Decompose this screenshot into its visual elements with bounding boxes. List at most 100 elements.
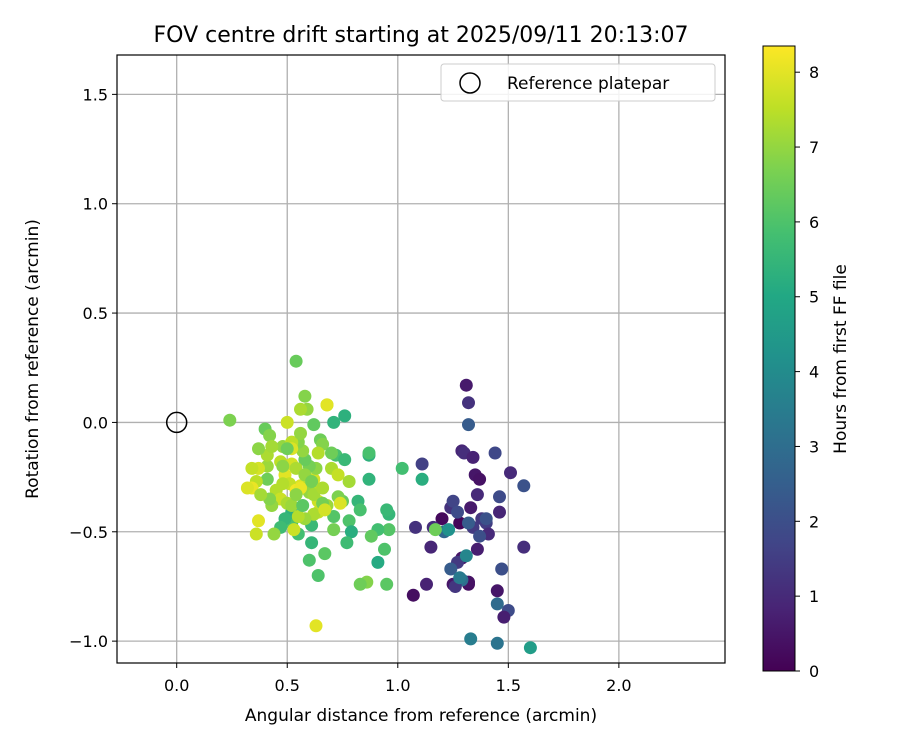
data-point [276, 477, 290, 491]
data-point [517, 540, 531, 554]
data-point [342, 475, 356, 488]
colorbar-tick-label: 8 [809, 63, 819, 82]
x-tick-label: 1.5 [496, 676, 521, 695]
plot-area [117, 55, 725, 663]
data-point [311, 446, 325, 460]
data-point [490, 636, 504, 650]
data-point [420, 577, 433, 591]
data-point [464, 632, 478, 646]
data-point [338, 409, 352, 423]
data-point [504, 466, 517, 480]
plot-frame [116, 54, 726, 664]
data-point [318, 547, 332, 561]
data-point [362, 446, 376, 460]
colorbar-tick-label: 2 [809, 512, 819, 531]
y-tick-label: 0.5 [83, 304, 108, 323]
x-tick-label: 0.0 [164, 676, 189, 695]
data-point [289, 488, 303, 502]
grid-lines [117, 55, 725, 663]
data-point [479, 512, 493, 526]
data-point [327, 523, 341, 537]
data-point [497, 610, 511, 624]
data-point [462, 418, 475, 432]
data-point [462, 396, 475, 410]
data-point [302, 553, 316, 567]
data-point [493, 505, 506, 519]
data-point [223, 413, 237, 427]
x-tick-label: 1.0 [385, 676, 410, 695]
data-point [428, 523, 442, 537]
y-tick-label: −1.0 [69, 632, 108, 651]
data-point [488, 446, 502, 460]
data-point [260, 472, 274, 486]
data-point [327, 510, 341, 523]
data-point [353, 577, 367, 591]
data-point [415, 457, 429, 471]
data-point [263, 429, 277, 442]
data-point [382, 523, 396, 537]
data-point [464, 501, 478, 515]
data-point [459, 549, 473, 563]
data-point [493, 490, 506, 504]
data-point [249, 527, 263, 541]
colorbar-tick-label: 4 [809, 363, 819, 382]
data-point [446, 494, 460, 508]
data-point [340, 536, 354, 550]
data-point [289, 354, 303, 368]
data-point [490, 597, 504, 611]
data-point [305, 475, 319, 488]
y-axis-label: Rotation from reference (arcmin) [23, 219, 43, 499]
legend-box [440, 63, 716, 102]
data-point [245, 461, 259, 475]
data-point [444, 562, 458, 576]
colorbar-ticks: 0 1 2 3 4 5 6 7 8 [795, 63, 819, 681]
data-point [378, 542, 391, 556]
reference-platepar-marker [165, 411, 188, 434]
data-point [424, 540, 438, 554]
data-point [298, 389, 312, 403]
legend-reference-marker-icon [459, 72, 481, 94]
data-point [294, 426, 307, 440]
data-point [442, 523, 456, 537]
data-point [462, 516, 475, 530]
data-point [470, 488, 484, 502]
data-point [517, 479, 531, 493]
colorbar-tick-label: 6 [809, 213, 819, 232]
data-point [252, 442, 265, 456]
colorbar-tick-label: 0 [809, 662, 819, 681]
y-tick-label: −0.5 [69, 523, 108, 542]
data-point [453, 571, 467, 585]
y-tick-label: 1.0 [83, 195, 108, 214]
x-tick-label: 0.5 [275, 676, 300, 695]
legend: Reference platepar [440, 63, 716, 102]
y-tick-label: 1.5 [83, 85, 108, 104]
colorbar-tick-label: 1 [809, 587, 819, 606]
y-axis-ticks: −1.0 −0.5 0.0 0.5 1.0 1.5 [69, 85, 117, 651]
data-point [294, 402, 307, 416]
colorbar-label: Hours from first FF file [831, 264, 851, 454]
data-point [291, 510, 305, 523]
x-axis-ticks: 0.0 0.5 1.0 1.5 2.0 [164, 663, 632, 695]
data-point [309, 619, 323, 633]
data-point [320, 398, 334, 412]
data-point [267, 527, 281, 541]
data-point [364, 529, 378, 543]
data-point [473, 529, 487, 543]
colorbar-frame [762, 45, 796, 672]
data-point [395, 461, 409, 475]
data-point [353, 503, 367, 517]
data-point [490, 584, 504, 598]
colorbar: 0 1 2 3 4 5 6 7 8 Hours from first FF file [762, 45, 851, 681]
data-point [327, 415, 341, 429]
data-point [342, 514, 356, 528]
colorbar-gradient [763, 46, 795, 671]
data-point [280, 415, 294, 429]
data-point [254, 488, 268, 502]
legend-entry-label: Reference platepar [507, 74, 669, 94]
data-point [409, 520, 422, 534]
data-point [459, 378, 473, 392]
data-point [265, 440, 279, 453]
data-point [307, 418, 321, 432]
data-point [466, 450, 480, 464]
